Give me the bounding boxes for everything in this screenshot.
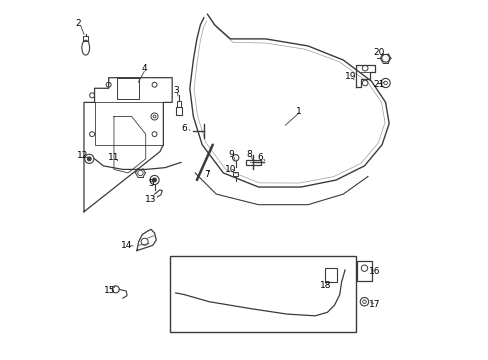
Text: 13: 13 xyxy=(144,195,156,204)
Text: 16: 16 xyxy=(368,267,379,276)
Text: 7: 7 xyxy=(204,170,210,179)
Text: 10: 10 xyxy=(224,165,236,174)
Text: 1: 1 xyxy=(296,107,302,116)
Bar xyxy=(233,172,238,176)
Bar xyxy=(83,36,88,41)
Text: 5: 5 xyxy=(148,179,154,188)
Text: 21: 21 xyxy=(372,80,384,89)
Text: 12: 12 xyxy=(77,151,88,160)
Text: 6: 6 xyxy=(257,153,263,162)
Circle shape xyxy=(87,157,91,161)
Bar xyxy=(117,78,139,99)
Bar xyxy=(170,256,355,332)
Bar xyxy=(324,268,337,282)
Text: 14: 14 xyxy=(121,241,132,250)
Text: 19: 19 xyxy=(344,72,355,81)
Text: 18: 18 xyxy=(319,282,331,290)
Text: 4: 4 xyxy=(141,64,146,73)
Text: 20: 20 xyxy=(372,48,384,57)
Text: 11: 11 xyxy=(107,153,119,162)
Text: 6: 6 xyxy=(181,124,187,133)
Bar xyxy=(176,107,182,115)
Text: 9: 9 xyxy=(228,150,233,159)
Circle shape xyxy=(152,178,156,182)
Bar xyxy=(356,261,371,280)
Text: 3: 3 xyxy=(172,86,178,95)
Text: 15: 15 xyxy=(104,285,115,294)
Bar xyxy=(245,160,261,165)
Text: 17: 17 xyxy=(368,300,379,309)
Text: 8: 8 xyxy=(246,150,252,159)
Text: 2: 2 xyxy=(75,18,81,27)
Bar xyxy=(177,101,181,107)
